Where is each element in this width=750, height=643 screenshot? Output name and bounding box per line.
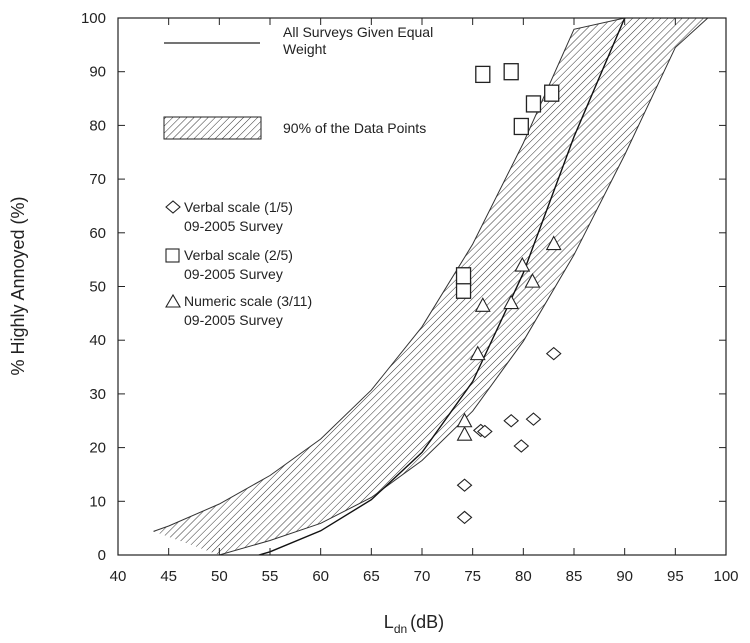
diamond-marker xyxy=(456,478,473,492)
x-axis-title-main: L xyxy=(384,612,394,632)
y-tick-label: 10 xyxy=(89,493,106,510)
legend-band-swatch xyxy=(163,116,262,140)
diamond-marker xyxy=(503,414,520,428)
legend-band-label: 90% of the Data Points xyxy=(283,120,426,136)
x-tick-labels: 40 45 50 55 60 65 70 75 80 85 90 95 100 xyxy=(110,568,739,585)
y-tick-label: 80 xyxy=(89,117,106,134)
y-axis-title: % Highly Annoyed (%) xyxy=(8,196,28,375)
x-tick-label: 40 xyxy=(110,568,127,585)
triangle-marker xyxy=(474,297,491,312)
square-marker xyxy=(455,281,472,299)
square-marker xyxy=(544,84,560,102)
y-tick-label: 30 xyxy=(89,386,106,403)
x-tick-label: 45 xyxy=(160,568,177,585)
square-marker xyxy=(475,65,491,84)
x-tick-label: 70 xyxy=(414,568,431,585)
legend-series3-line1: Numeric scale (3/11) xyxy=(184,293,312,309)
legend-curve-label-line1: All Surveys Given Equal xyxy=(283,24,433,40)
triangle-marker xyxy=(545,235,562,251)
x-tick-label: 50 xyxy=(211,568,228,585)
legend-series1-line2: 09-2005 Survey xyxy=(184,218,283,234)
y-tick-label: 0 xyxy=(98,547,106,564)
square-marker xyxy=(525,95,542,113)
x-tick-label: 80 xyxy=(515,568,532,585)
triangle-marker xyxy=(456,426,473,441)
x-axis-title: Ldn (dB) xyxy=(384,612,444,636)
y-tick-label: 70 xyxy=(89,171,106,188)
x-tick-label: 55 xyxy=(262,568,279,585)
y-tick-labels: 0 10 20 30 40 50 60 70 80 90 100 xyxy=(81,10,106,564)
diamond-marker xyxy=(456,510,473,525)
legend-series2-line2: 09-2005 Survey xyxy=(184,266,283,282)
x-tick-label: 60 xyxy=(312,568,329,585)
x-tick-label: 100 xyxy=(713,568,738,585)
y-tick-label: 20 xyxy=(89,440,106,457)
x-tick-label: 85 xyxy=(566,568,583,585)
legend: All Surveys Given Equal Weight 90% of th… xyxy=(163,24,433,328)
x-tick-label: 75 xyxy=(464,568,481,585)
x-axis-title-unit: (dB) xyxy=(410,612,444,632)
x-tick-label: 95 xyxy=(667,568,684,585)
y-tick-label: 90 xyxy=(89,64,106,81)
triangle-marker xyxy=(469,345,486,361)
band-lower-edge xyxy=(219,18,709,555)
y-tick-label: 50 xyxy=(89,279,106,296)
confidence-band xyxy=(153,18,708,555)
legend-curve-label-line2: Weight xyxy=(283,41,326,57)
marker-layer xyxy=(455,63,562,525)
triangle-marker xyxy=(524,272,541,288)
curve-layer xyxy=(258,18,626,555)
triangle-marker xyxy=(514,256,531,272)
x-tick-label: 65 xyxy=(363,568,380,585)
diamond-marker xyxy=(525,412,542,426)
y-tick-label: 60 xyxy=(89,225,106,242)
diamond-marker xyxy=(476,424,493,439)
legend-series1-line1: Verbal scale (1/5) xyxy=(184,199,293,215)
legend-square-marker xyxy=(165,248,180,263)
square-marker xyxy=(503,63,519,81)
fit-curve-line xyxy=(258,18,626,555)
square-marker xyxy=(455,267,472,285)
legend-triangle-marker xyxy=(165,293,181,308)
triangle-marker xyxy=(503,294,520,310)
diamond-marker xyxy=(545,346,562,361)
legend-diamond-marker xyxy=(165,200,181,214)
x-axis-title-subscript: dn xyxy=(394,622,407,636)
legend-series3-line2: 09-2005 Survey xyxy=(184,312,283,328)
y-tick-label: 40 xyxy=(89,332,106,349)
y-tick-label: 100 xyxy=(81,10,106,27)
ticks-layer xyxy=(117,17,727,556)
triangle-marker xyxy=(456,412,473,428)
band-layer xyxy=(153,18,709,555)
x-tick-label: 90 xyxy=(616,568,633,585)
square-marker xyxy=(513,117,529,136)
legend-series2-line1: Verbal scale (2/5) xyxy=(184,247,293,263)
diamond-marker xyxy=(513,439,530,453)
